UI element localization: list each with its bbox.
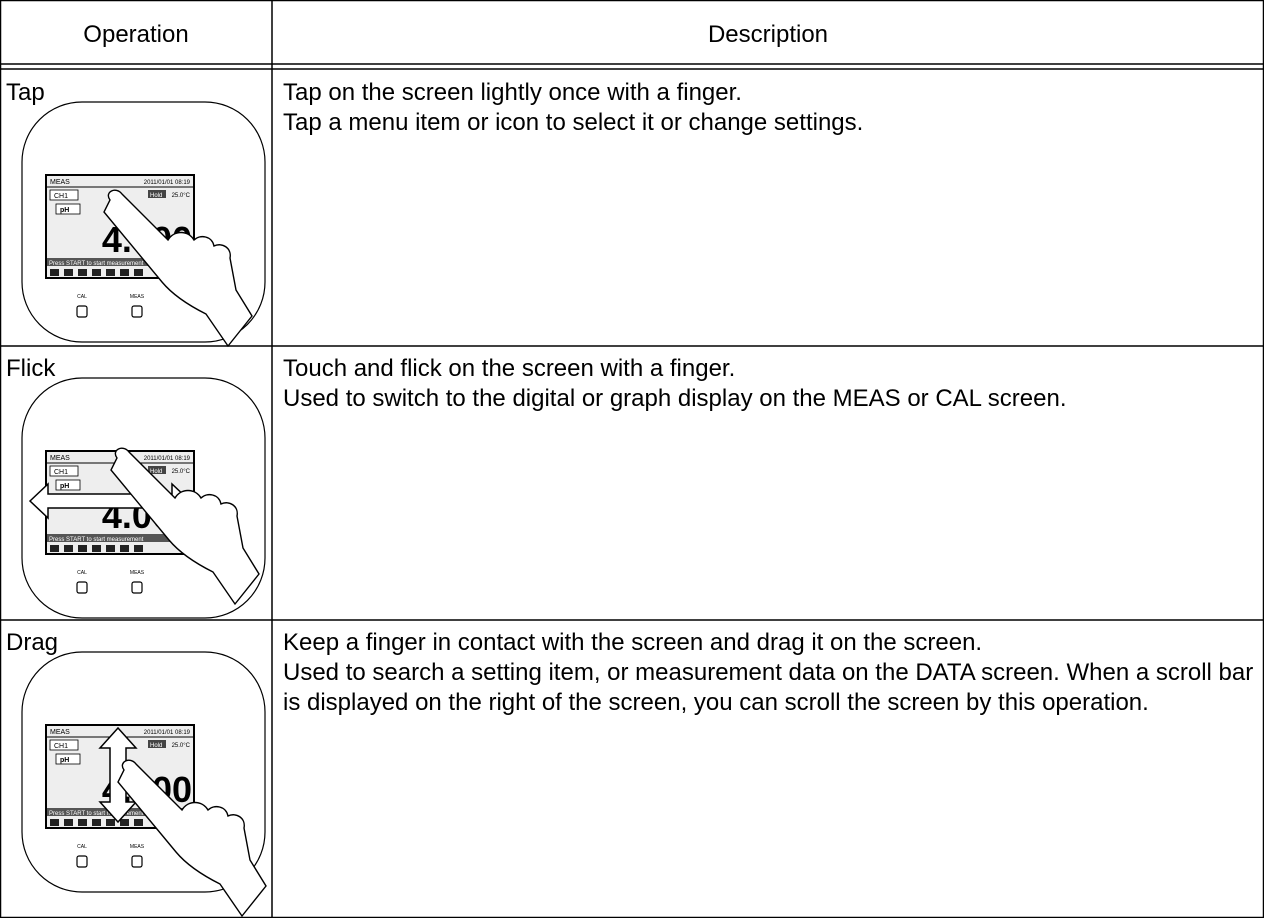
- channel-box: [49, 189, 79, 201]
- screen-icon: [120, 545, 129, 552]
- channel-box: [49, 465, 79, 477]
- screen-channel: CH1: [54, 743, 68, 750]
- header-cell: Description: [707, 21, 829, 48]
- screen-parameter: pH: [60, 207, 69, 214]
- operation-cell: Drag: [6, 629, 59, 656]
- screen-icon: [106, 269, 115, 276]
- screen-icon: [78, 545, 87, 552]
- description-cell: Tap on the screen lightly once with a fi…: [283, 78, 1255, 138]
- button-icon: [131, 581, 143, 594]
- hand: [103, 189, 253, 348]
- screen-hold: Hold: [150, 193, 162, 199]
- screen-hold: Hold: [150, 469, 162, 475]
- screen-status: Press START to start measurement: [49, 811, 144, 817]
- operation-cell: Tap: [6, 79, 45, 106]
- param-box: [55, 753, 81, 765]
- description-line: Tap on the screen lightly once with a fi…: [283, 79, 742, 106]
- screen-icon: [64, 269, 73, 276]
- arrow: [98, 726, 138, 824]
- button-icon: [76, 855, 88, 868]
- screen-icon: [92, 545, 101, 552]
- button-label: CAL: [77, 570, 87, 576]
- status-bar: [47, 258, 193, 266]
- button-label: MEAS: [130, 294, 145, 300]
- screen-icon: [106, 819, 115, 826]
- description-cell: Keep a finger in contact with the screen…: [283, 628, 1255, 718]
- param-box: [55, 479, 81, 491]
- screen-temperature: 25.0°C: [172, 469, 191, 475]
- screen-datetime: 2011/01/01 08:19: [144, 730, 191, 736]
- button-label: CAL: [77, 294, 87, 300]
- header-cell: Operation: [83, 21, 189, 48]
- screen-icon: [50, 819, 59, 826]
- description-line: Tap a menu item or icon to select it or …: [283, 109, 864, 136]
- description-line: Used to search a setting item, or measur…: [283, 659, 1254, 716]
- button-label: MEAS: [130, 844, 145, 850]
- description-line: Keep a finger in contact with the screen…: [283, 629, 983, 656]
- button-icon: [76, 305, 88, 318]
- screen-status: Press START to start measurement: [49, 261, 144, 267]
- screen-icon: [92, 269, 101, 276]
- screen-hold: Hold: [150, 743, 162, 749]
- hand: [110, 447, 260, 606]
- button-label: CAL: [77, 844, 87, 850]
- button-icon: [131, 305, 143, 318]
- screen-icon: [134, 269, 143, 276]
- button-icon: [131, 855, 143, 868]
- screen-icon: [50, 545, 59, 552]
- button-label: MEAS: [130, 570, 145, 576]
- hold-box: [148, 190, 166, 198]
- screen-icon: [64, 819, 73, 826]
- status-bar: [47, 534, 193, 542]
- hold-box: [148, 466, 166, 474]
- screen-datetime: 2011/01/01 08:19: [144, 180, 191, 186]
- screen-icon: [120, 269, 129, 276]
- screen-parameter: pH: [60, 483, 69, 490]
- screen-icon: [50, 269, 59, 276]
- screen-temperature: 25.0°C: [172, 743, 191, 749]
- button-icon: [76, 581, 88, 594]
- description-line: Used to switch to the digital or graph d…: [283, 385, 1067, 412]
- screen-icon: [64, 545, 73, 552]
- screen-icon: [106, 545, 115, 552]
- screen-mode: MEAS: [50, 179, 70, 186]
- operation-cell: Flick: [6, 355, 56, 382]
- channel-box: [49, 739, 79, 751]
- screen-icon: [78, 819, 87, 826]
- screen-icon: [120, 819, 129, 826]
- screen-icon: [134, 545, 143, 552]
- screen-status: Press START to start measurement: [49, 537, 144, 543]
- description-line: Touch and flick on the screen with a fin…: [283, 355, 736, 382]
- screen-datetime: 2011/01/01 08:19: [144, 456, 191, 462]
- screen-icon: [78, 269, 87, 276]
- screen-icon: [92, 819, 101, 826]
- hold-box: [148, 740, 166, 748]
- param-box: [55, 203, 81, 215]
- screen-icon: [134, 819, 143, 826]
- screen-temperature: 25.0°C: [172, 193, 191, 199]
- screen-mode: MEAS: [50, 729, 70, 736]
- hand: [117, 759, 267, 918]
- screen-mode: MEAS: [50, 455, 70, 462]
- screen-channel: CH1: [54, 193, 68, 200]
- screen-channel: CH1: [54, 469, 68, 476]
- description-cell: Touch and flick on the screen with a fin…: [283, 354, 1255, 414]
- screen-parameter: pH: [60, 757, 69, 764]
